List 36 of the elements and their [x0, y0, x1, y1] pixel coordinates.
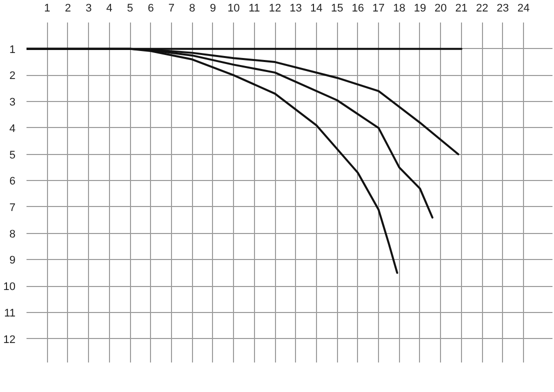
x-tick-label: 24	[517, 2, 530, 14]
y-tick-label: 4	[9, 122, 16, 135]
x-tick-label: 13	[290, 2, 302, 14]
x-tick-label: 7	[168, 2, 175, 14]
x-tick-label: 10	[227, 2, 240, 14]
x-tick-label: 12	[268, 2, 282, 14]
y-tick-label: 3	[9, 96, 16, 109]
x-tick-label: 11	[248, 2, 260, 14]
y-tick-label: 11	[4, 307, 16, 320]
x-tick-label: 5	[126, 2, 134, 14]
y-tick-label: 2	[9, 70, 16, 82]
y-tick-label: 10	[3, 281, 16, 294]
x-tick-label: 8	[189, 2, 196, 14]
x-tick-label: 1	[44, 2, 50, 14]
x-tick-label: 20	[434, 2, 447, 14]
x-tick-label: 14	[310, 2, 323, 14]
y-tick-label: 8	[9, 228, 16, 240]
y-tick-label: 1	[9, 44, 16, 56]
x-tick-label: 17	[372, 2, 385, 14]
x-tick-label: 6	[148, 2, 154, 14]
x-tick-label: 21	[455, 2, 468, 14]
y-tick-label: 7	[9, 202, 16, 214]
x-tick-label: 2	[64, 2, 71, 14]
x-tick-label: 9	[210, 2, 216, 14]
y-tick-label: 9	[9, 254, 16, 267]
x-tick-label: 23	[496, 2, 509, 14]
x-tick-label: 15	[331, 2, 344, 14]
x-tick-label: 19	[414, 2, 426, 14]
y-tick-label: 5	[9, 149, 16, 162]
x-tick-label: 16	[352, 2, 364, 14]
x-tick-label: 3	[86, 2, 92, 14]
x-tick-label: 18	[393, 2, 406, 14]
x-tick-label: 22	[476, 2, 488, 14]
y-tick-label: 12	[3, 334, 16, 346]
y-tick-label: 6	[9, 176, 16, 188]
x-tick-label: 4	[106, 2, 112, 14]
